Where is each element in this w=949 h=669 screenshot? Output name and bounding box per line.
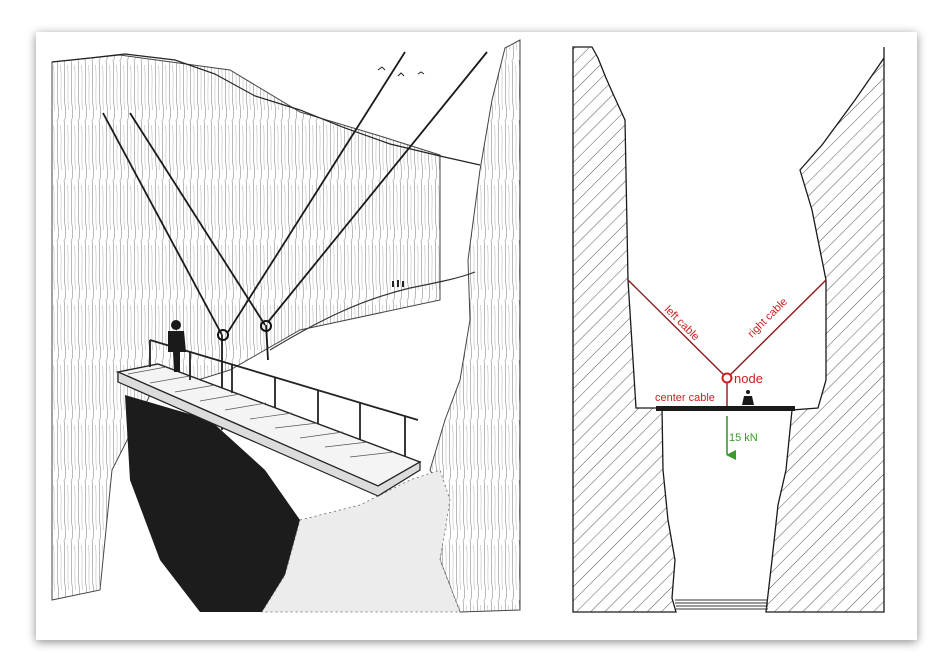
label-load: 15 kN bbox=[729, 432, 758, 444]
cable-rings bbox=[217, 320, 272, 341]
ridge-line bbox=[51, 53, 481, 166]
gravel-ground bbox=[261, 469, 461, 613]
gorge-floor-lines bbox=[675, 599, 768, 610]
chasm-shadow bbox=[125, 395, 300, 612]
right-cliff bbox=[429, 39, 521, 613]
label-node: node bbox=[734, 371, 763, 386]
tiny-person bbox=[742, 390, 754, 405]
far-path bbox=[269, 271, 476, 351]
bridge-deck-section bbox=[656, 406, 795, 411]
label-center-cable: center cable bbox=[655, 392, 715, 404]
tiny-figures bbox=[392, 280, 404, 287]
bridge-railing bbox=[149, 339, 419, 456]
person-figure bbox=[168, 320, 186, 372]
cable-lines bbox=[627, 279, 827, 406]
label-left-cable: left cable bbox=[662, 304, 702, 344]
deck-planks bbox=[127, 366, 395, 458]
gorge-diagram: left cable right cable node center cable… bbox=[572, 46, 885, 613]
right-rock-hatched bbox=[765, 47, 885, 613]
deck-edge bbox=[117, 371, 421, 497]
left-rock-hatched bbox=[572, 46, 677, 613]
left-cliff bbox=[51, 54, 441, 601]
bridge-sketch bbox=[51, 39, 521, 613]
node-marker bbox=[721, 372, 733, 384]
birds bbox=[377, 66, 425, 77]
label-right-cable: right cable bbox=[746, 296, 790, 340]
